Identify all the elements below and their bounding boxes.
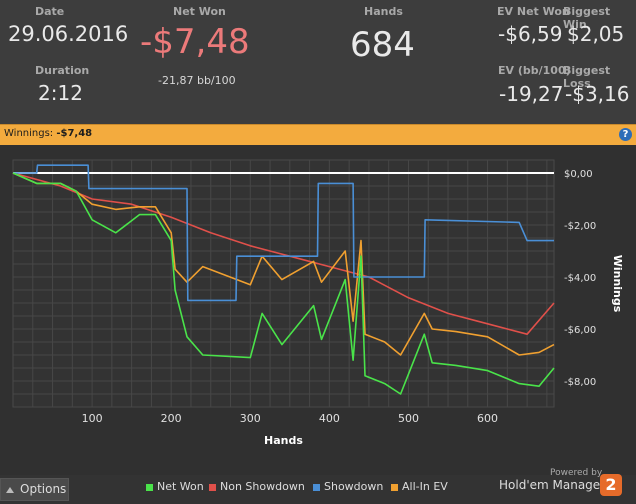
legend-non-showdown-label: Non Showdown [220, 480, 305, 493]
legend-swatch [209, 483, 216, 491]
series-line-all-in-ev [12, 172, 555, 356]
y-tick-label: -$6,00 [564, 325, 596, 336]
x-tick-label: 600 [477, 412, 498, 425]
y-tick-label: -$2,00 [564, 221, 596, 232]
ev-bb100-value: -19,27 [499, 82, 564, 106]
ev-net-won-value: -$6,59 [498, 22, 563, 46]
legend-non-showdown[interactable]: Non Showdown [209, 480, 305, 493]
x-tick-label: 200 [161, 412, 182, 425]
biggest-loss-value: -$3,16 [565, 82, 630, 106]
options-label: Options [20, 482, 67, 496]
net-won-value: -$7,48 [140, 22, 250, 62]
duration-label: Duration [35, 64, 90, 77]
x-tick-label: 500 [398, 412, 419, 425]
options-button[interactable]: Options [0, 478, 69, 501]
y-axis-title: Winnings [611, 255, 624, 313]
winnings-bar-value: -$7,48 [56, 128, 93, 139]
x-tick-label: 100 [82, 412, 103, 425]
winnings-bar: Winnings: -$7,48 ? [0, 124, 636, 145]
legend-all-in-ev[interactable]: All-In EV [391, 480, 448, 493]
legend-showdown[interactable]: Showdown [313, 480, 383, 493]
session-summary-header: Date 29.06.2016 Duration 2:12 Net Won -$… [0, 0, 636, 124]
legend-swatch [146, 483, 153, 491]
biggest-win-value: $2,05 [567, 22, 625, 46]
biggest-win-label: Biggest Win [563, 5, 611, 31]
date-label: Date [35, 5, 65, 18]
net-won-label: Net Won [173, 5, 226, 18]
series-line-net-won [12, 172, 555, 395]
x-tick-label: 400 [319, 412, 340, 425]
hands-label: Hands [364, 5, 403, 18]
triangle-up-icon [6, 486, 14, 493]
bb-per-100-value: -21,87 bb/100 [158, 74, 236, 87]
y-tick-label: -$8,00 [564, 377, 596, 388]
y-tick-label: -$4,00 [564, 273, 596, 284]
hem2-logo-icon: 2 [600, 474, 622, 496]
winnings-chart: 100 200 300 400 500 600 $0,00 -$2,00 -$4,00 -$6,0… [0, 145, 636, 475]
legend-showdown-label: Showdown [324, 480, 384, 493]
biggest-loss-label: Biggest Loss [563, 64, 611, 90]
x-tick-label: 300 [240, 412, 261, 425]
y-tick-label: $0,00 [564, 169, 593, 180]
ev-bb100-label: EV (bb/100) [498, 64, 571, 77]
x-axis-title: Hands [264, 434, 303, 447]
powered-by-text: Powered by [550, 468, 603, 478]
legend-swatch [391, 483, 398, 491]
duration-value: 2:12 [38, 81, 83, 105]
ev-net-won-label: EV Net Won [497, 5, 570, 18]
legend-net-won[interactable]: Net Won [146, 480, 204, 493]
legend-swatch [313, 483, 320, 491]
legend-all-in-ev-label: All-In EV [402, 480, 448, 493]
series-line-showdown [13, 164, 554, 302]
brand-name: Hold'em Manager [499, 478, 606, 492]
help-icon[interactable]: ? [619, 128, 632, 141]
plot-area [12, 159, 555, 408]
winnings-bar-label: Winnings: [4, 128, 54, 139]
legend-net-won-label: Net Won [157, 480, 204, 493]
winnings-chart-svg: 100 200 300 400 500 600 $0,00 -$2,00 -$4,00 -$6,0… [12, 159, 624, 447]
hands-value: 684 [350, 25, 415, 65]
date-value: 29.06.2016 [8, 22, 129, 46]
